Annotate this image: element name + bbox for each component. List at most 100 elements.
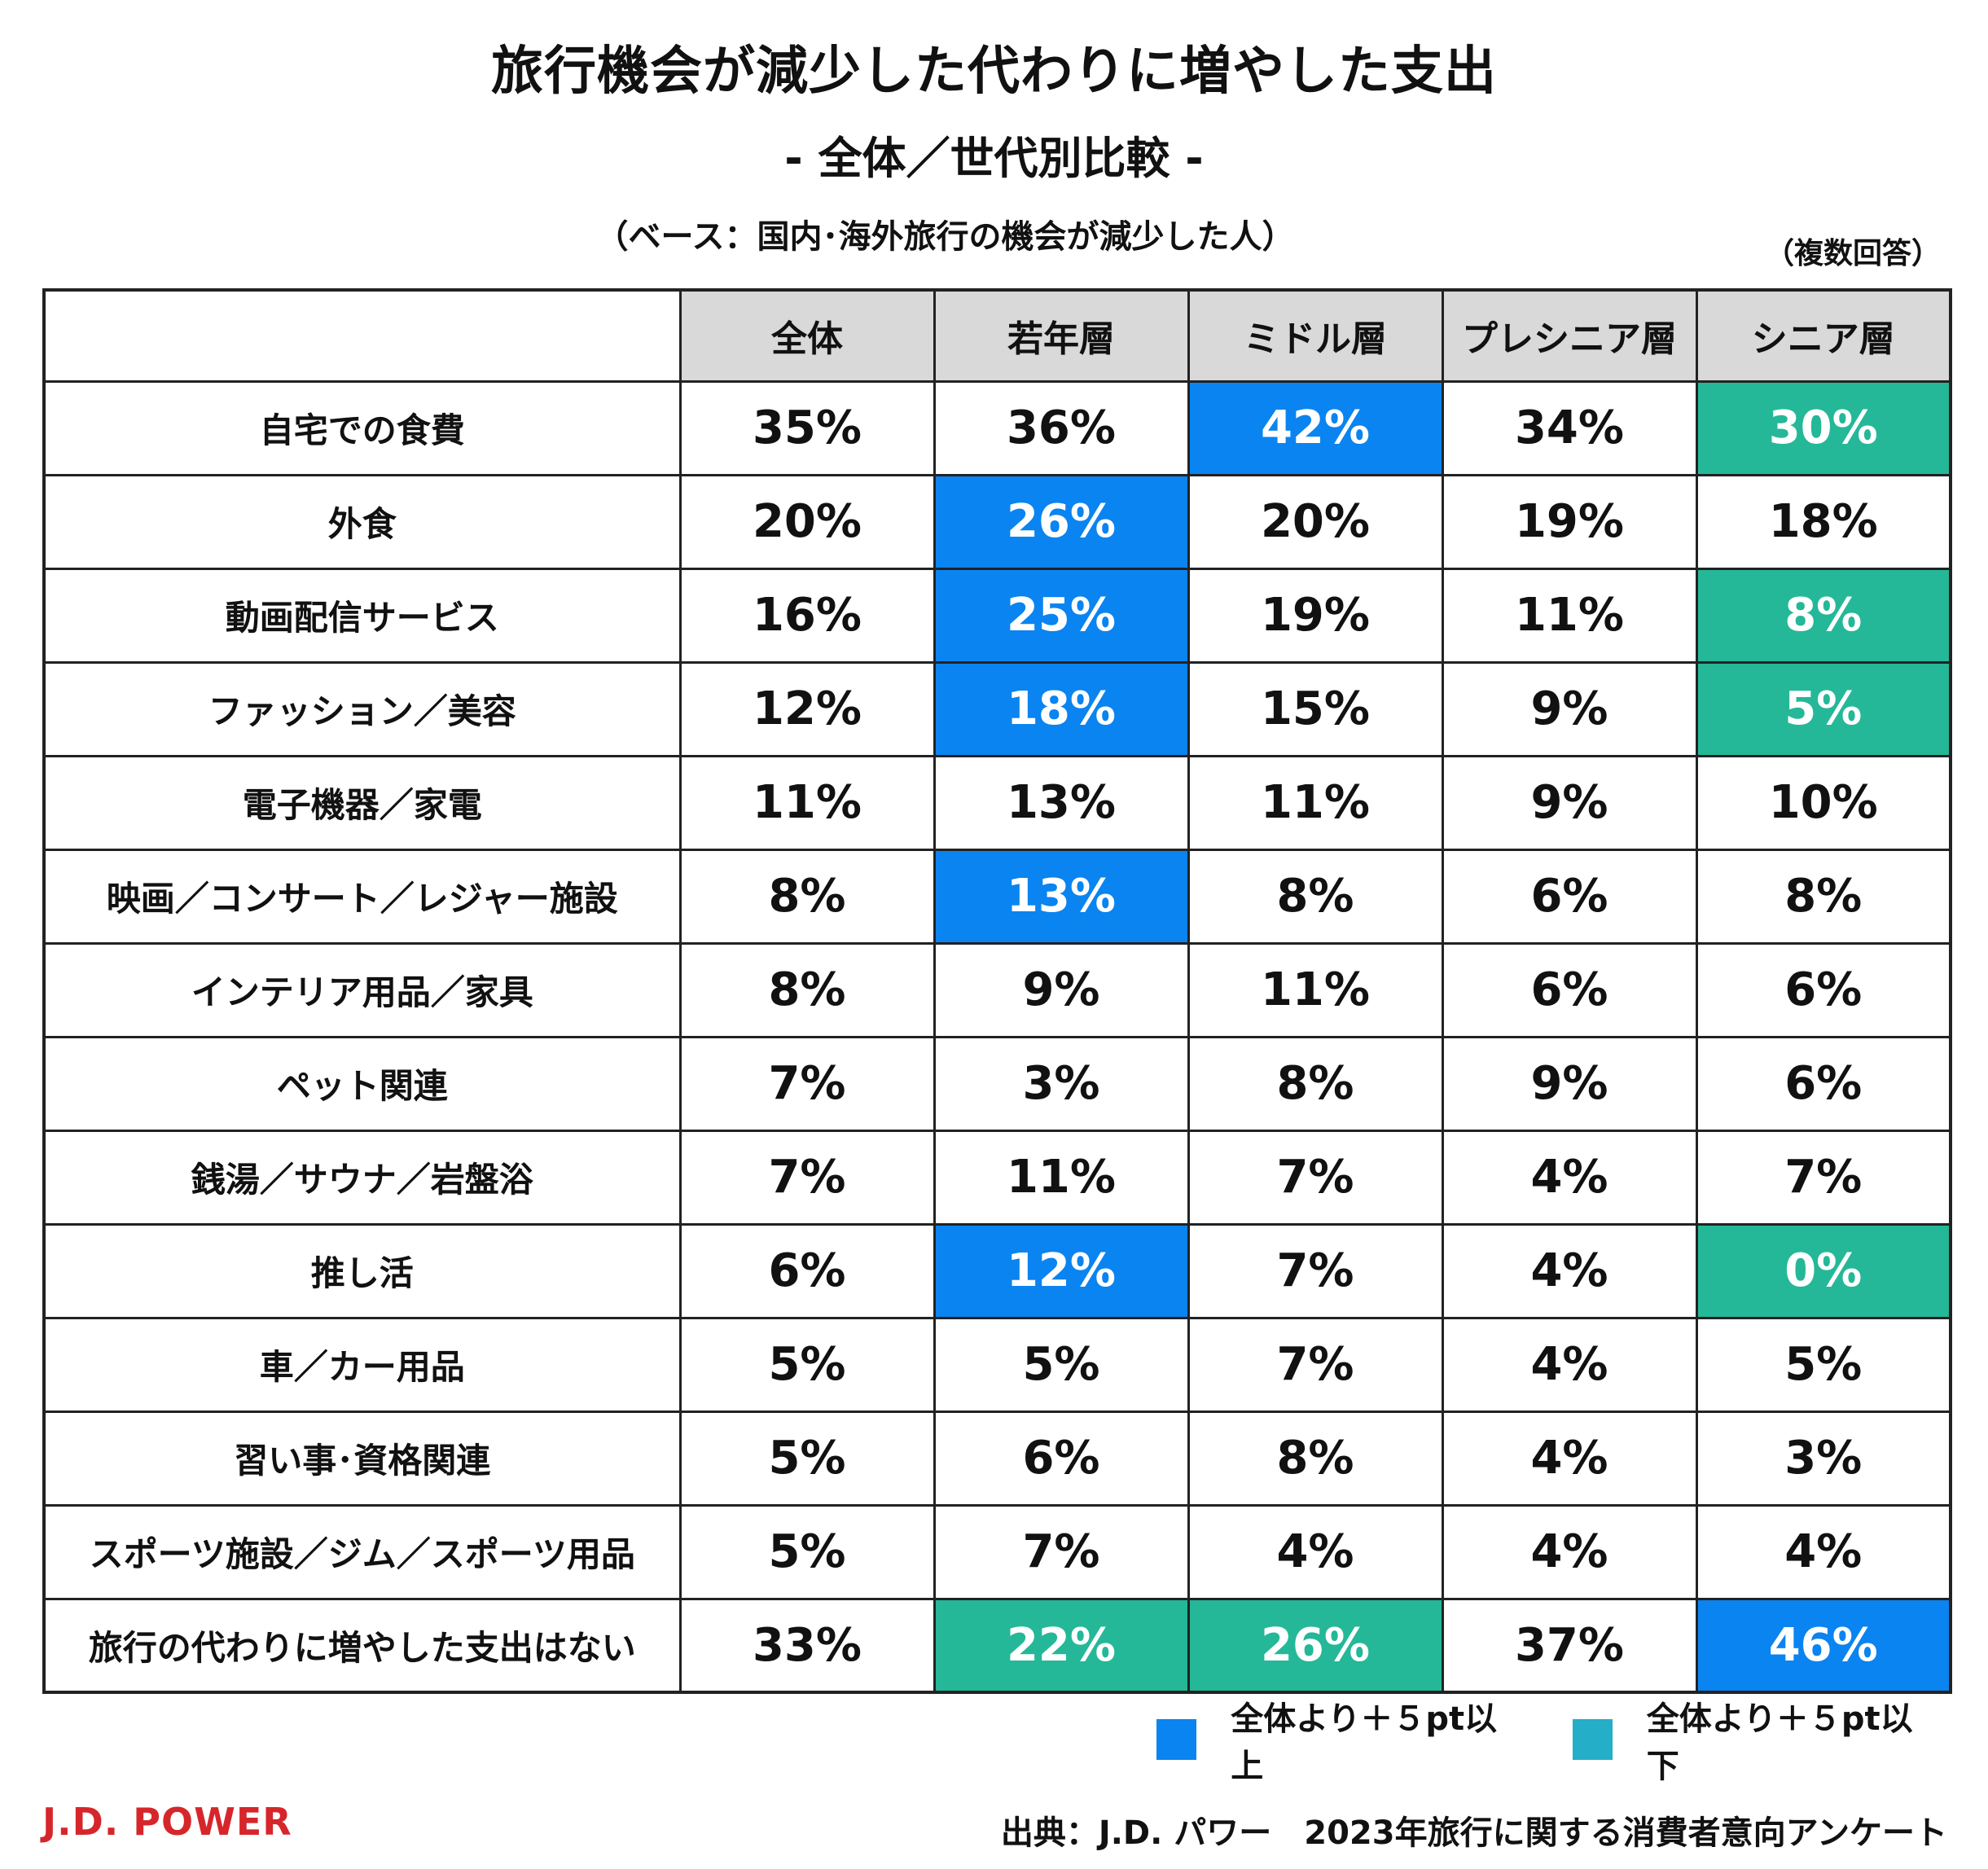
- value-cell: 19%: [1187, 567, 1444, 664]
- value-cell: 7%: [1695, 1129, 1952, 1226]
- value-cell: 25%: [933, 567, 1190, 664]
- row-label: 車／カー用品: [42, 1316, 682, 1413]
- value-cell: 6%: [1695, 941, 1952, 1038]
- value-cell: 3%: [933, 1035, 1190, 1132]
- value-cell: 7%: [678, 1129, 936, 1226]
- row-label: 映画／コンサート／レジャー施設: [42, 848, 682, 945]
- value-cell: 3%: [1695, 1410, 1952, 1507]
- value-cell: 7%: [678, 1035, 936, 1132]
- value-cell: 18%: [933, 660, 1190, 757]
- value-cell: 34%: [1441, 380, 1698, 476]
- table-row: インテリア用品／家具 8% 9% 11% 6% 6%: [42, 941, 1952, 1038]
- value-cell: 12%: [933, 1222, 1190, 1319]
- value-cell: 8%: [1187, 848, 1444, 945]
- row-label: 推し活: [42, 1222, 682, 1319]
- value-cell: 8%: [678, 848, 936, 945]
- legend-label-low: 全体より＋５pt以下: [1646, 1700, 1913, 1785]
- value-cell: 19%: [1441, 473, 1698, 570]
- value-cell: 6%: [933, 1410, 1190, 1507]
- value-cell: 9%: [1441, 1035, 1698, 1132]
- value-cell: 35%: [678, 380, 936, 476]
- legend-swatch-low: [1572, 1719, 1613, 1760]
- table-row: 車／カー用品 5% 5% 7% 4% 5%: [42, 1316, 1952, 1413]
- value-cell: 11%: [678, 754, 936, 851]
- value-cell: 8%: [1187, 1035, 1444, 1132]
- value-cell: 8%: [678, 941, 936, 1038]
- value-cell: 22%: [933, 1597, 1190, 1694]
- value-cell: 7%: [1187, 1316, 1444, 1413]
- value-cell: 9%: [1441, 754, 1698, 851]
- table-row: ペット関連 7% 3% 8% 9% 6%: [42, 1035, 1952, 1132]
- legend: 全体より＋５pt以上 全体より＋５pt以下: [1156, 1700, 1988, 1785]
- value-cell: 42%: [1187, 380, 1444, 476]
- data-table: 全体 若年層 ミドル層 プレシニア層 シニア層 自宅での食費 35% 36% 42% 3…: [42, 288, 1952, 1694]
- value-cell: 11%: [1441, 567, 1698, 664]
- table-row: 銭湯／サウナ／岩盤浴 7% 11% 7% 4% 7%: [42, 1129, 1952, 1226]
- row-label: スポーツ施設／ジム／スポーツ用品: [42, 1503, 682, 1600]
- value-cell: 11%: [1187, 754, 1444, 851]
- column-header: 全体: [678, 288, 936, 383]
- value-cell: 18%: [1695, 473, 1952, 570]
- table-row: 自宅での食費 35% 36% 42% 34% 30%: [42, 380, 1952, 476]
- chart-title: 旅行機会が減少した代わりに増やした支出: [491, 42, 1497, 102]
- value-cell: 36%: [933, 380, 1190, 476]
- value-cell: 8%: [1695, 848, 1952, 945]
- value-cell: 4%: [1441, 1503, 1698, 1600]
- value-cell: 6%: [1441, 941, 1698, 1038]
- value-cell: 46%: [1695, 1597, 1952, 1694]
- table-row: 旅行の代わりに増やした支出はない 33% 22% 26% 37% 46%: [42, 1597, 1952, 1694]
- value-cell: 10%: [1695, 754, 1952, 851]
- value-cell: 6%: [1695, 1035, 1952, 1132]
- table-row: 推し活 6% 12% 7% 4% 0%: [42, 1222, 1952, 1319]
- value-cell: 11%: [1187, 941, 1444, 1038]
- row-label: 習い事･資格関連: [42, 1410, 682, 1507]
- table-row: 電子機器／家電 11% 13% 11% 9% 10%: [42, 754, 1952, 851]
- value-cell: 20%: [678, 473, 936, 570]
- row-label: 動画配信サービス: [42, 567, 682, 664]
- value-cell: 4%: [1695, 1503, 1952, 1600]
- row-label: ペット関連: [42, 1035, 682, 1132]
- value-cell: 33%: [678, 1597, 936, 1694]
- value-cell: 7%: [1187, 1222, 1444, 1319]
- value-cell: 13%: [933, 848, 1190, 945]
- table-body: 自宅での食費 35% 36% 42% 34% 30% 外食 20% 26% 20% 19% 18% 動画…: [42, 380, 1952, 1694]
- value-cell: 7%: [933, 1503, 1190, 1600]
- row-label: 銭湯／サウナ／岩盤浴: [42, 1129, 682, 1226]
- header-row: 全体 若年層 ミドル層 プレシニア層 シニア層: [42, 288, 1952, 383]
- value-cell: 5%: [678, 1316, 936, 1413]
- value-cell: 37%: [1441, 1597, 1698, 1694]
- value-cell: 9%: [933, 941, 1190, 1038]
- value-cell: 13%: [933, 754, 1190, 851]
- multi-answer-note: （複数回答）: [1764, 237, 1941, 270]
- value-cell: 26%: [933, 473, 1190, 570]
- value-cell: 9%: [1441, 660, 1698, 757]
- value-cell: 4%: [1441, 1410, 1698, 1507]
- table-row: 外食 20% 26% 20% 19% 18%: [42, 473, 1952, 570]
- value-cell: 8%: [1187, 1410, 1444, 1507]
- chart-subtitle: - 全体／世代別比較 -: [784, 133, 1204, 184]
- value-cell: 12%: [678, 660, 936, 757]
- table-row: 習い事･資格関連 5% 6% 8% 4% 3%: [42, 1410, 1952, 1507]
- column-header: シニア層: [1695, 288, 1952, 383]
- base-note: （ベース：国内･海外旅行の機会が減少した人）: [595, 218, 1295, 256]
- value-cell: 4%: [1441, 1222, 1698, 1319]
- column-header: ミドル層: [1187, 288, 1444, 383]
- table-row: 映画／コンサート／レジャー施設 8% 13% 8% 6% 8%: [42, 848, 1952, 945]
- table-row: 動画配信サービス 16% 25% 19% 11% 8%: [42, 567, 1952, 664]
- value-cell: 26%: [1187, 1597, 1444, 1694]
- value-cell: 7%: [1187, 1129, 1444, 1226]
- source-note: 出典：J.D. パワー 2023年旅行に関する消費者意向アンケート: [1000, 1814, 1947, 1852]
- table-row: スポーツ施設／ジム／スポーツ用品 5% 7% 4% 4% 4%: [42, 1503, 1952, 1600]
- value-cell: 4%: [1187, 1503, 1444, 1600]
- header-corner-cell: [42, 288, 682, 383]
- data-table-container: 全体 若年層 ミドル層 プレシニア層 シニア層 自宅での食費 35% 36% 42% 3…: [42, 288, 1952, 1694]
- value-cell: 5%: [1695, 1316, 1952, 1413]
- value-cell: 5%: [678, 1410, 936, 1507]
- value-cell: 20%: [1187, 473, 1444, 570]
- column-header: プレシニア層: [1441, 288, 1698, 383]
- legend-swatch-high: [1156, 1719, 1197, 1760]
- row-label: 旅行の代わりに増やした支出はない: [42, 1597, 682, 1694]
- value-cell: 4%: [1441, 1129, 1698, 1226]
- row-label: インテリア用品／家具: [42, 941, 682, 1038]
- value-cell: 5%: [678, 1503, 936, 1600]
